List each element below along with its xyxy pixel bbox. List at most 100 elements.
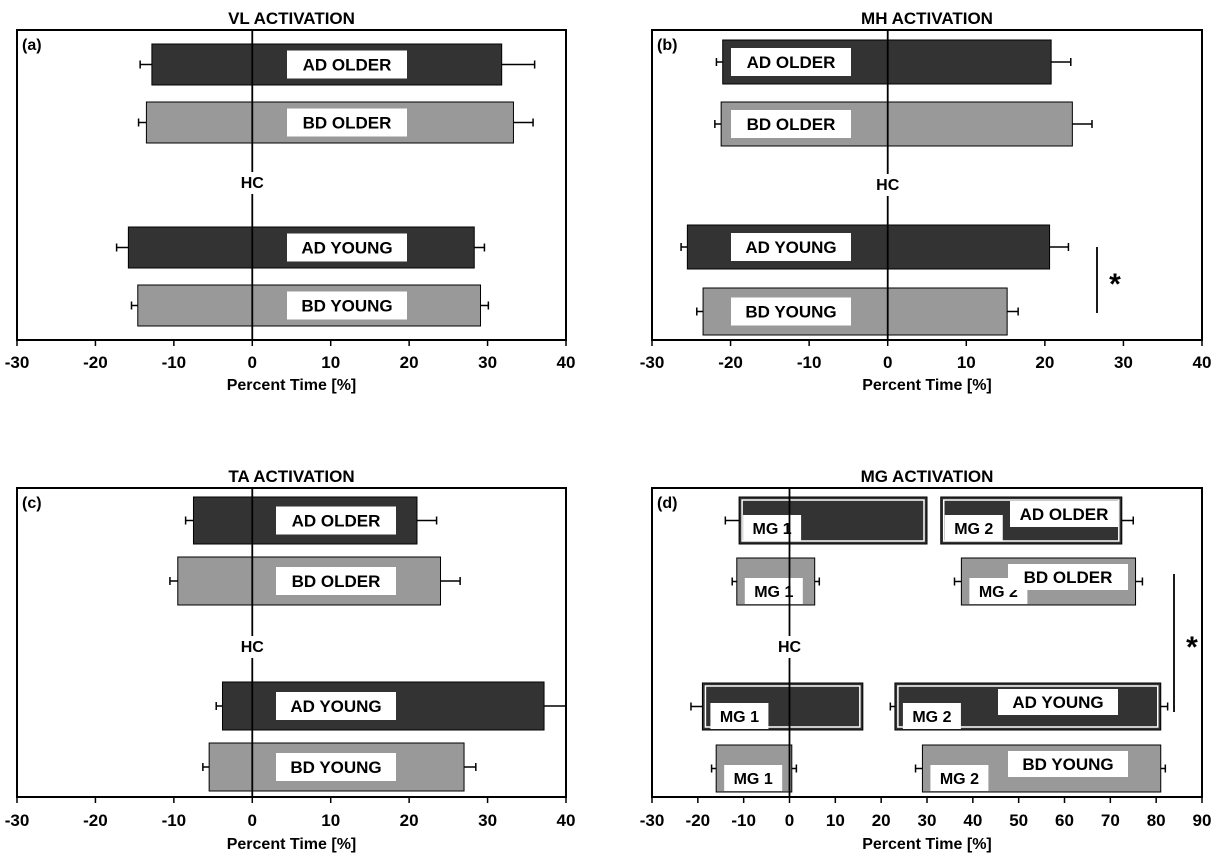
x-tick-label: -30 bbox=[5, 353, 30, 372]
x-tick-label: 30 bbox=[1114, 353, 1133, 372]
x-tick-label: 0 bbox=[785, 811, 794, 830]
x-tick-label: 10 bbox=[321, 811, 340, 830]
panel-label: (c) bbox=[22, 495, 42, 512]
hc-label: HC bbox=[876, 177, 900, 194]
segment-label-bg bbox=[944, 515, 1003, 541]
hc-label-bg bbox=[867, 174, 908, 196]
panel-label: (b) bbox=[657, 37, 677, 54]
plot-frame bbox=[651, 29, 1203, 341]
x-tick-label: 70 bbox=[1101, 811, 1120, 830]
group-label-bg bbox=[1008, 564, 1128, 590]
segment-label: MG 2 bbox=[940, 771, 979, 788]
segment-label-bg bbox=[724, 765, 783, 791]
x-tick-label: -30 bbox=[5, 811, 30, 830]
x-tick-label: -20 bbox=[83, 811, 108, 830]
x-axis-label: Percent Time [%] bbox=[862, 377, 992, 394]
bar-segment-inner-border bbox=[897, 685, 1159, 728]
bar-label: BD OLDER bbox=[747, 115, 836, 134]
x-tick-label: 0 bbox=[248, 353, 257, 372]
x-tick-label: -10 bbox=[162, 353, 187, 372]
chart-title: TA ACTIVATION bbox=[228, 467, 354, 486]
bar-label: AD OLDER bbox=[292, 512, 381, 531]
bar-label-bg bbox=[731, 233, 851, 261]
chart-title: VL ACTIVATION bbox=[228, 9, 355, 28]
chart-panel-0: VL ACTIVATION AD OLDER BD OLDER AD YOUNG BD … bbox=[5, 9, 576, 394]
bar-label: BD YOUNG bbox=[290, 758, 381, 777]
chart-panel-2: TA ACTIVATION AD OLDER BD OLDER AD YOUNG BD … bbox=[5, 467, 576, 853]
bar-label-bg bbox=[731, 110, 851, 138]
bar-label: BD YOUNG bbox=[745, 303, 836, 322]
bar-label-bg bbox=[276, 753, 396, 781]
x-tick-label: 30 bbox=[478, 811, 497, 830]
chart-title: MH ACTIVATION bbox=[861, 9, 993, 28]
significance-marker: * bbox=[1109, 268, 1121, 301]
bar-label: BD OLDER bbox=[292, 572, 381, 591]
segment-label: MG 2 bbox=[954, 521, 993, 538]
x-tick-label: 90 bbox=[1193, 811, 1212, 830]
chart-panel-3: MG ACTIVATION MG 1 MG 2 AD OLDER MG 1 MG 2 BD … bbox=[640, 467, 1212, 853]
bar-label-bg bbox=[276, 567, 396, 595]
x-tick-label: 40 bbox=[557, 811, 576, 830]
x-tick-label: -30 bbox=[640, 811, 665, 830]
bar-label: AD YOUNG bbox=[745, 238, 836, 257]
hc-label-bg bbox=[769, 636, 810, 658]
segment-label-bg bbox=[710, 703, 769, 729]
x-tick-label: 30 bbox=[478, 353, 497, 372]
x-tick-label: -20 bbox=[718, 353, 743, 372]
hc-label-bg bbox=[232, 636, 273, 658]
x-axis-label: Percent Time [%] bbox=[227, 377, 357, 394]
bar-label-bg bbox=[276, 506, 396, 535]
segment-label: MG 1 bbox=[754, 584, 793, 601]
bar-label-bg bbox=[287, 233, 407, 262]
bar-label: AD YOUNG bbox=[301, 239, 392, 258]
x-tick-label: 20 bbox=[400, 811, 419, 830]
x-tick-label: 30 bbox=[918, 811, 937, 830]
x-tick-label: 0 bbox=[248, 811, 257, 830]
chart-panel-1: MH ACTIVATION AD OLDER BD OLDER AD YOUNG BD … bbox=[640, 9, 1212, 394]
segment-label-bg bbox=[930, 765, 989, 791]
x-tick-label: -30 bbox=[640, 353, 665, 372]
x-tick-label: 20 bbox=[1035, 353, 1054, 372]
x-tick-label: 40 bbox=[1193, 353, 1212, 372]
x-tick-label: 10 bbox=[826, 811, 845, 830]
bar-segment-inner-border bbox=[704, 685, 861, 728]
bar-label-bg bbox=[287, 108, 407, 137]
x-tick-label: 0 bbox=[883, 353, 892, 372]
bar-label-bg bbox=[731, 297, 851, 326]
x-tick-label: 40 bbox=[963, 811, 982, 830]
segment-label: MG 1 bbox=[720, 709, 759, 726]
segment-label-bg bbox=[744, 578, 803, 604]
x-tick-label: -10 bbox=[162, 811, 187, 830]
bar-label-bg bbox=[276, 692, 396, 720]
x-tick-label: 10 bbox=[957, 353, 976, 372]
panel-label: (a) bbox=[22, 37, 42, 54]
bar-label: BD OLDER bbox=[303, 114, 392, 133]
x-tick-label: -20 bbox=[83, 353, 108, 372]
significance-marker: * bbox=[1186, 631, 1198, 664]
x-tick-label: 10 bbox=[321, 353, 340, 372]
bar-label: BD YOUNG bbox=[301, 297, 392, 316]
bar-label-bg bbox=[287, 291, 407, 320]
x-tick-label: 40 bbox=[557, 353, 576, 372]
segment-label: MG 2 bbox=[912, 709, 951, 726]
plot-frame bbox=[16, 487, 567, 798]
group-label-bg bbox=[1008, 751, 1128, 777]
bar-segment-inner-border bbox=[741, 499, 925, 542]
segment-label-bg bbox=[743, 515, 802, 541]
segment-label: MG 1 bbox=[734, 771, 773, 788]
group-label: AD OLDER bbox=[1020, 505, 1109, 524]
chart-title: MG ACTIVATION bbox=[861, 467, 994, 486]
bar-label-bg bbox=[287, 50, 407, 79]
group-label: BD YOUNG bbox=[1022, 755, 1113, 774]
plot-frame bbox=[16, 29, 567, 341]
hc-label: HC bbox=[778, 639, 802, 656]
bar-segment-inner-border bbox=[943, 499, 1120, 542]
x-tick-label: 60 bbox=[1055, 811, 1074, 830]
x-tick-label: 50 bbox=[1009, 811, 1028, 830]
x-tick-label: -10 bbox=[731, 811, 756, 830]
group-label-bg bbox=[1010, 501, 1118, 527]
x-tick-label: -10 bbox=[797, 353, 822, 372]
bar-label: AD OLDER bbox=[303, 56, 392, 75]
segment-label-bg bbox=[902, 703, 961, 729]
